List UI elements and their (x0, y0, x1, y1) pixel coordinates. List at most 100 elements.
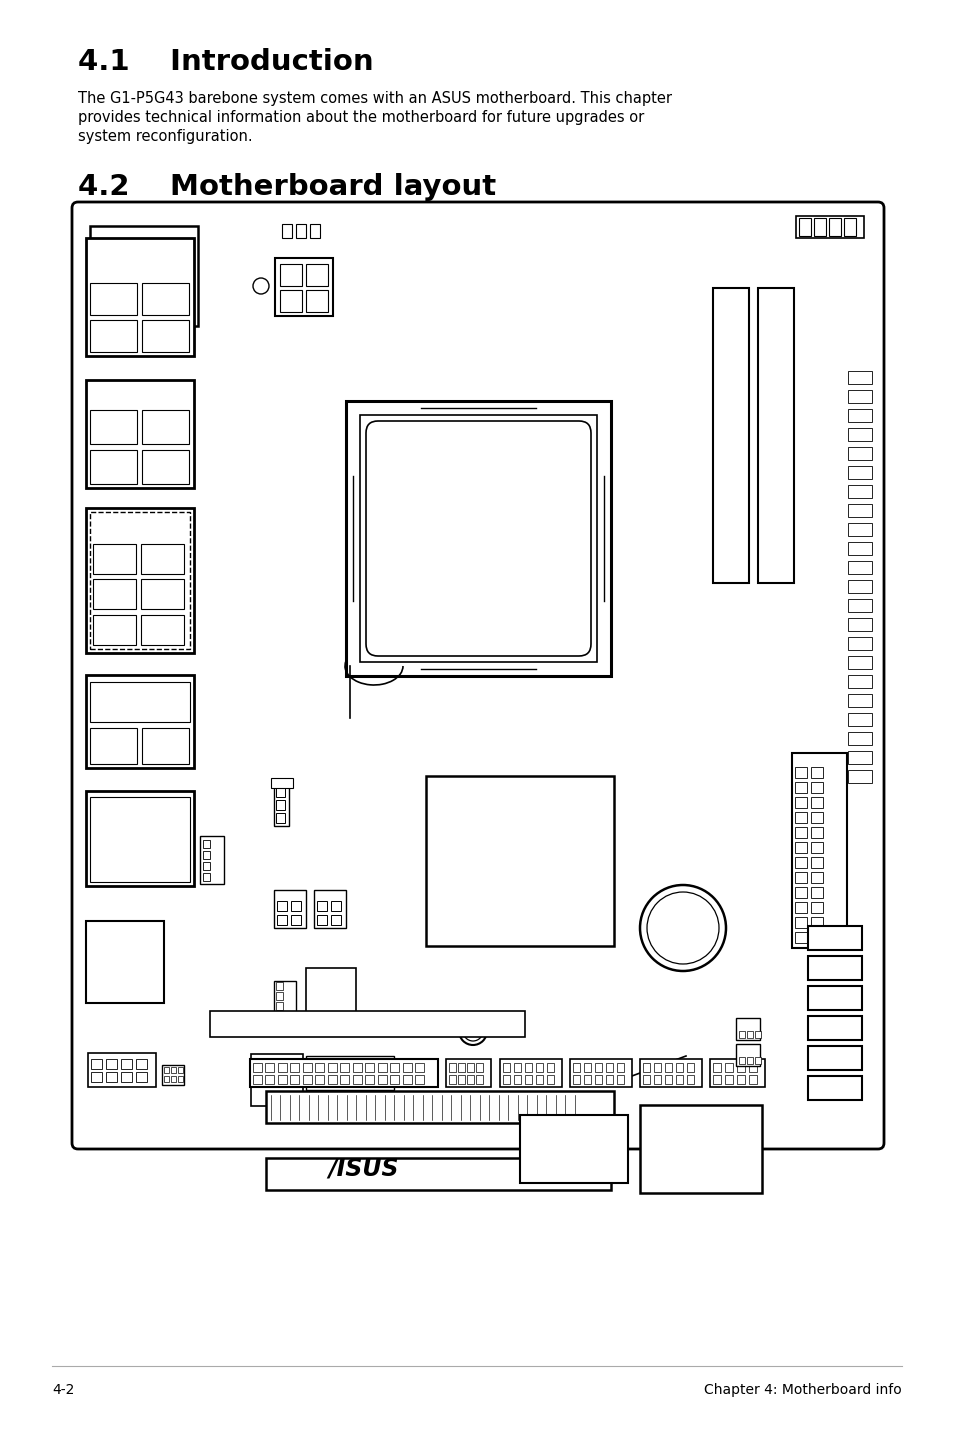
Bar (142, 321, 189, 352)
Bar (377, 1076, 387, 1084)
Bar (810, 932, 822, 943)
Bar (654, 1076, 660, 1084)
Bar (794, 902, 806, 913)
Bar (253, 1063, 262, 1071)
Bar (514, 1063, 520, 1071)
Bar (291, 1076, 299, 1084)
Bar (573, 1063, 579, 1071)
Bar (457, 1076, 464, 1084)
Bar (810, 871, 822, 883)
Bar (794, 812, 806, 823)
Bar (141, 615, 184, 646)
Bar (141, 544, 184, 574)
Bar (807, 1017, 862, 1040)
Bar (328, 1063, 336, 1071)
Bar (476, 1063, 482, 1071)
Bar (639, 1058, 701, 1087)
Circle shape (462, 1021, 482, 1041)
Bar (306, 265, 328, 286)
Bar (847, 618, 871, 631)
Bar (514, 1076, 520, 1084)
Bar (794, 871, 806, 883)
Bar (266, 1091, 614, 1123)
Text: 4-2: 4-2 (52, 1383, 74, 1396)
Bar (276, 915, 287, 925)
Bar (476, 1076, 482, 1084)
Bar (847, 408, 871, 421)
Bar (275, 812, 285, 823)
Bar (847, 732, 871, 745)
Bar (91, 1071, 102, 1081)
Bar (314, 890, 346, 928)
Bar (142, 728, 189, 764)
Bar (794, 827, 806, 838)
Bar (353, 1063, 361, 1071)
Bar (735, 1044, 760, 1066)
Bar (426, 777, 614, 946)
Bar (810, 843, 822, 853)
Bar (813, 219, 825, 236)
Bar (346, 401, 610, 676)
Bar (617, 1063, 623, 1071)
Bar (331, 902, 340, 912)
Bar (739, 1057, 744, 1064)
Bar (303, 1063, 312, 1071)
Bar (847, 769, 871, 784)
Bar (739, 1031, 744, 1038)
Bar (748, 1063, 757, 1071)
Bar (737, 1063, 744, 1071)
Bar (121, 1071, 132, 1081)
Bar (664, 1063, 671, 1071)
Bar (748, 1076, 757, 1084)
Bar (794, 887, 806, 897)
Bar (86, 380, 193, 487)
Circle shape (812, 959, 826, 974)
Bar (446, 1058, 491, 1087)
Bar (92, 544, 136, 574)
Bar (203, 861, 210, 870)
Bar (847, 447, 871, 460)
Bar (791, 754, 846, 948)
Bar (303, 1076, 312, 1084)
Bar (519, 1114, 627, 1183)
Bar (280, 290, 302, 312)
Bar (457, 1063, 464, 1071)
Bar (794, 797, 806, 808)
Bar (275, 982, 283, 989)
Bar (502, 1076, 510, 1084)
Bar (90, 226, 198, 326)
Bar (467, 1076, 474, 1084)
Bar (847, 390, 871, 403)
Bar (86, 920, 164, 1002)
Bar (90, 682, 190, 722)
Bar (277, 1076, 287, 1084)
Bar (90, 450, 137, 485)
Bar (847, 580, 871, 592)
Bar (274, 257, 333, 316)
Bar (758, 288, 793, 582)
Bar (171, 1067, 175, 1073)
Circle shape (646, 892, 719, 963)
Bar (86, 674, 193, 768)
Bar (573, 1076, 579, 1084)
Bar (92, 580, 136, 610)
Bar (200, 835, 224, 884)
Bar (306, 968, 355, 1032)
Bar (810, 782, 822, 792)
Bar (499, 1058, 561, 1087)
Circle shape (639, 884, 725, 971)
Bar (654, 1063, 660, 1071)
Bar (306, 1055, 394, 1090)
Bar (86, 508, 193, 653)
Bar (88, 1053, 156, 1087)
Bar (265, 1063, 274, 1071)
Bar (546, 1076, 554, 1084)
Text: provides technical information about the motherboard for future upgrades or: provides technical information about the… (78, 109, 643, 125)
Bar (275, 1012, 283, 1020)
Bar (274, 981, 295, 1022)
Bar (402, 1076, 412, 1084)
Bar (617, 1076, 623, 1084)
Bar (735, 1018, 760, 1040)
Bar (291, 1063, 299, 1071)
Bar (754, 1031, 760, 1038)
